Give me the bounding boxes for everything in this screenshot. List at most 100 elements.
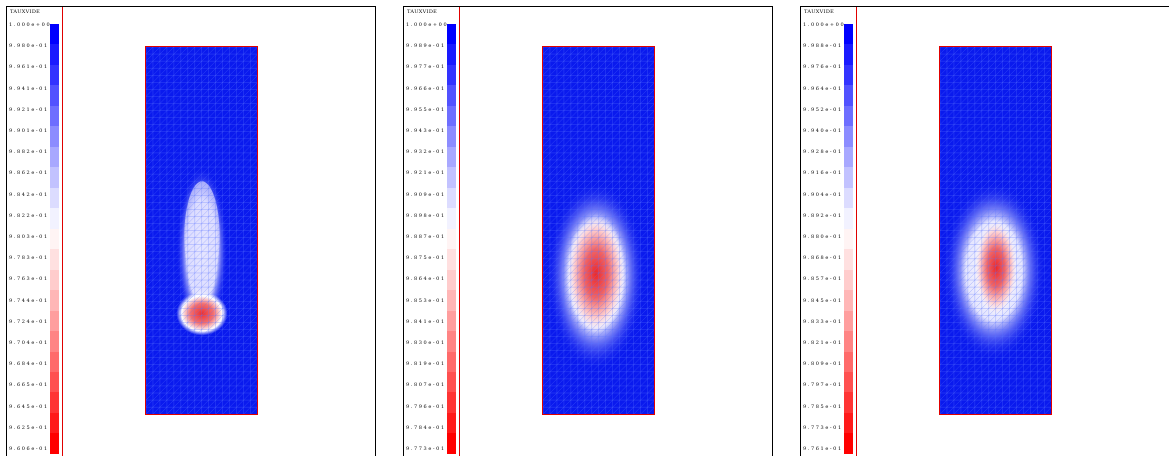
colorbar-segment <box>447 269 456 291</box>
colorbar-segment <box>50 167 59 188</box>
colorbar-segment <box>844 392 853 413</box>
colorbar-label: 9.880e-01 <box>803 234 843 240</box>
colorbar-segment <box>844 412 853 434</box>
colorbar-segment <box>844 167 853 188</box>
colorbar-label: 1.000e+00 <box>9 22 52 28</box>
colorbar-segment <box>50 228 59 250</box>
colorbar-labels: 1.000e+00 9.988e-01 9.976e-01 9.964e-01 9.95… <box>803 22 846 452</box>
colorbar-label: 9.809e-01 <box>803 361 843 368</box>
contour-plot <box>940 47 1051 414</box>
colorbar-label: 9.980e-01 <box>9 43 49 50</box>
void-fraction-field <box>939 46 1052 415</box>
colorbar-label: 9.821e-01 <box>803 340 843 346</box>
colorbar-labels: 1.000e+00 9.980e-01 9.961e-01 9.941e-01 9.92… <box>9 22 52 452</box>
colorbar-label: 9.773e-01 <box>803 424 843 431</box>
colorbar-label: 9.862e-01 <box>9 170 49 177</box>
colorbar-label: 9.857e-01 <box>803 276 843 283</box>
colorbar-segment <box>844 331 853 352</box>
colorbar-segment <box>50 24 59 45</box>
colorbar-label: 9.841e-01 <box>406 318 446 325</box>
colorbar-segment <box>447 331 456 352</box>
colorbar-label: 9.819e-01 <box>406 361 446 368</box>
colorbar-label: 9.868e-01 <box>803 255 843 262</box>
colorbar-segment <box>844 290 853 311</box>
axis-line <box>459 7 460 456</box>
colorbar-label: 9.665e-01 <box>9 382 49 389</box>
colorbar-label: 9.830e-01 <box>406 340 446 346</box>
axis-line <box>856 7 857 456</box>
colorbar-label: 9.977e-01 <box>406 64 446 71</box>
colorbar-label: 9.845e-01 <box>803 297 843 304</box>
colorbar-label: 1.000e+00 <box>803 22 846 28</box>
colorbar-label: 9.785e-01 <box>803 403 843 410</box>
colorbar-label: 9.606e-01 <box>9 446 49 452</box>
colorbar-labels: 1.000e+00 9.989e-01 9.977e-01 9.966e-01 9.95… <box>406 22 449 452</box>
panel-title: TAUXVIDE <box>10 9 41 15</box>
colorbar-label: 9.807e-01 <box>406 382 446 389</box>
colorbar-segment <box>447 126 456 147</box>
colorbar-segment <box>50 126 59 147</box>
axis-line <box>62 7 63 456</box>
colorbar-label: 9.853e-01 <box>406 297 446 304</box>
colorbar-segment <box>844 208 853 229</box>
colorbar-label: 9.724e-01 <box>9 318 49 325</box>
colorbar-label: 9.898e-01 <box>406 212 446 219</box>
colorbar-label: 9.966e-01 <box>406 85 446 92</box>
colorbar-label: 9.989e-01 <box>406 43 446 50</box>
colorbar-segment <box>844 269 853 291</box>
colorbar-segment <box>844 351 853 372</box>
colorbar-segment <box>50 187 59 209</box>
colorbar-segment <box>447 249 456 270</box>
colorbar-label: 9.904e-01 <box>803 191 843 198</box>
colorbar-segment <box>50 310 59 332</box>
panel-title: TAUXVIDE <box>407 9 438 15</box>
colorbar-label: 9.773e-01 <box>406 446 446 452</box>
colorbar-segment <box>447 187 456 209</box>
colorbar-segment <box>447 64 456 86</box>
colorbar-segment <box>50 146 59 168</box>
contour-plot <box>543 47 654 414</box>
colorbar-segment <box>844 126 853 147</box>
colorbar-label: 9.744e-01 <box>9 297 49 304</box>
colorbar-segment <box>844 187 853 209</box>
colorbar-label: 9.928e-01 <box>803 149 843 156</box>
colorbar-segment <box>844 44 853 65</box>
colorbar-label: 1.000e+00 <box>406 22 449 28</box>
colorbar-label: 9.887e-01 <box>406 234 446 240</box>
colorbar-segment <box>50 208 59 229</box>
colorbar-segment <box>50 64 59 86</box>
colorbar-label: 9.964e-01 <box>803 85 843 92</box>
colorbar-label: 9.943e-01 <box>406 128 446 134</box>
colorbar-segment <box>447 290 456 311</box>
colorbar-segment <box>844 24 853 45</box>
colorbar-label: 9.901e-01 <box>9 128 49 134</box>
colorbar-label: 9.684e-01 <box>9 361 49 368</box>
colorbar-segment <box>447 371 456 393</box>
colorbar-segment <box>50 351 59 372</box>
colorbar-label: 9.882e-01 <box>9 149 49 156</box>
colorbar-segment <box>844 146 853 168</box>
colorbar-label: 9.803e-01 <box>9 234 49 240</box>
colorbar-label: 9.976e-01 <box>803 64 843 71</box>
colorbar-segment <box>844 64 853 86</box>
colorbar-segment <box>447 105 456 127</box>
colorbar-segment <box>447 392 456 413</box>
colorbar-segment <box>447 310 456 332</box>
colorbar-label: 9.940e-01 <box>803 128 843 134</box>
colorbar-label: 9.988e-01 <box>803 43 843 50</box>
colorbar-label: 9.961e-01 <box>9 64 49 71</box>
colorbar-segment <box>447 228 456 250</box>
colorbar-segment <box>844 105 853 127</box>
colorbar-segment <box>844 371 853 393</box>
colorbar-segment <box>447 44 456 65</box>
colorbar-label: 9.921e-01 <box>9 106 49 113</box>
colorbar-segment <box>844 433 853 454</box>
panel-title: TAUXVIDE <box>804 9 835 15</box>
colorbar <box>844 24 853 454</box>
void-fraction-field <box>145 46 258 415</box>
colorbar-label: 9.833e-01 <box>803 318 843 325</box>
colorbar-label: 9.796e-01 <box>406 403 446 410</box>
colorbar-segment <box>447 85 456 106</box>
colorbar-label: 9.932e-01 <box>406 149 446 156</box>
colorbar-segment <box>844 228 853 250</box>
